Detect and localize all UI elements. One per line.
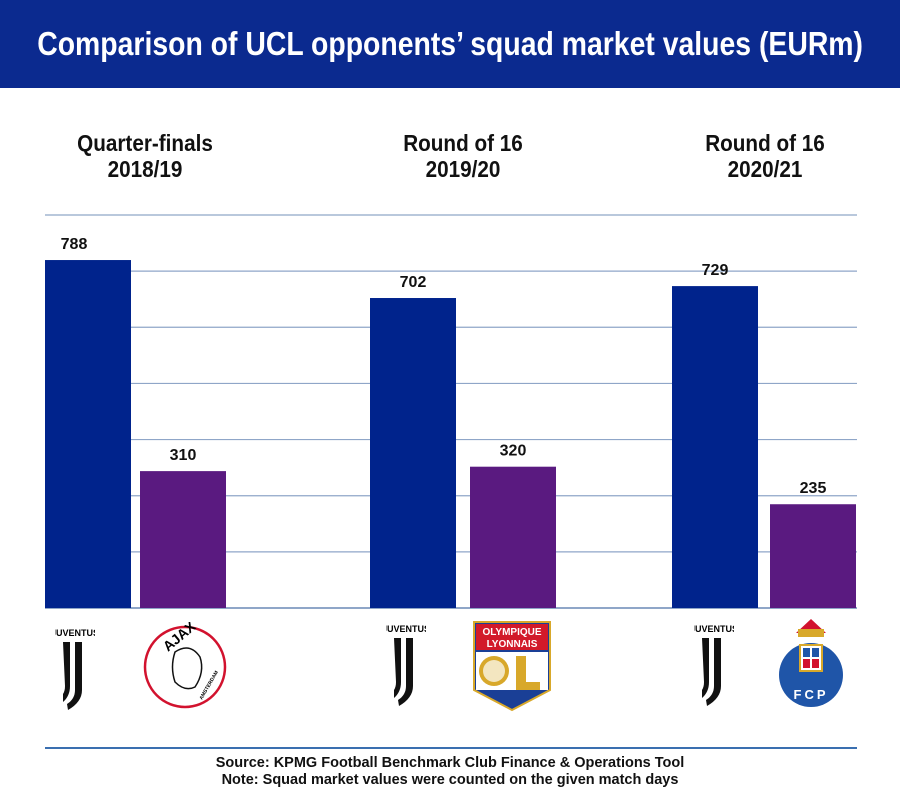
- group-stage-label: Quarter-finals: [77, 130, 213, 156]
- data-label: 320: [500, 443, 527, 460]
- footnote: Note: Squad market values were counted o…: [221, 772, 679, 788]
- chart-title: Comparison of UCL opponents’ squad marke…: [37, 25, 863, 62]
- group-title-1: Quarter-finals 2018/19: [37, 130, 253, 182]
- bar-fc-porto: [770, 504, 856, 608]
- data-label: 310: [170, 447, 197, 464]
- group-title-2: Round of 16 2019/20: [355, 130, 571, 182]
- bar-juventus: [672, 286, 758, 608]
- data-label: 788: [61, 236, 88, 253]
- juventus-logo-2: JUVENTUS: [386, 624, 426, 706]
- group-season-label: 2019/20: [425, 156, 501, 182]
- group-season-label: 2018/19: [107, 156, 183, 182]
- group-stage-label: Round of 16: [705, 130, 825, 156]
- svg-text:JUVENTUS: JUVENTUS: [694, 624, 734, 634]
- data-label: 235: [800, 480, 827, 497]
- footer-divider: [45, 747, 857, 749]
- source-note: Source: KPMG Football Benchmark Club Fin…: [215, 755, 685, 771]
- bar-ajax: [140, 471, 226, 608]
- group-season-label: 2020/21: [727, 156, 803, 182]
- bar-juventus: [370, 298, 456, 608]
- svg-text:JUVENTUS: JUVENTUS: [55, 628, 95, 638]
- juventus-logo-1: JUVENTUS: [55, 628, 95, 710]
- bar-olympique-lyonnais: [470, 466, 556, 608]
- bar-chart: 788 310 702 320 729 235: [45, 214, 857, 609]
- data-label: 729: [702, 262, 729, 279]
- data-label: 702: [400, 274, 427, 291]
- porto-logo: FCP: [779, 619, 843, 707]
- juventus-logo-3: JUVENTUS: [694, 624, 734, 706]
- lyon-logo: OLYMPIQUE LYONNAIS: [473, 621, 551, 712]
- svg-text:OLYMPIQUE: OLYMPIQUE: [482, 627, 541, 638]
- group-title-3: Round of 16 2020/21: [657, 130, 873, 182]
- title-bar: Comparison of UCL opponents’ squad marke…: [0, 0, 900, 88]
- svg-text:JUVENTUS: JUVENTUS: [386, 624, 426, 634]
- group-stage-label: Round of 16: [403, 130, 523, 156]
- svg-text:FCP: FCP: [794, 687, 829, 702]
- bar-juventus: [45, 260, 131, 608]
- ajax-logo: AJAX AMSTERDAM: [143, 622, 227, 709]
- svg-text:LYONNAIS: LYONNAIS: [487, 639, 538, 650]
